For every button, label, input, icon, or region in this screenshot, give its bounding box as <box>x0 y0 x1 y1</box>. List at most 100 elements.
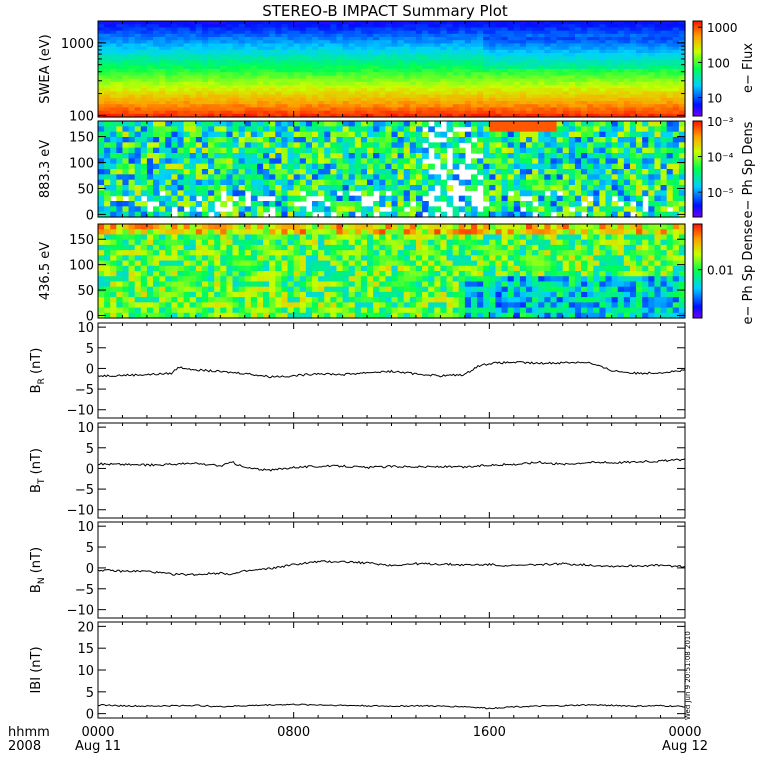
heatmap-cell <box>422 190 429 197</box>
heatmap-cell <box>654 107 662 112</box>
heatmap-cell <box>422 185 429 191</box>
heatmap-cell <box>599 59 607 64</box>
heatmap-cell <box>250 21 258 25</box>
heatmap-cell <box>281 91 289 96</box>
heatmap-cell <box>226 56 234 60</box>
heatmap-cell <box>587 85 594 89</box>
heatmap-cell <box>312 142 319 149</box>
heatmap-cell <box>177 107 185 112</box>
heatmap-cell <box>409 78 417 83</box>
heatmap-cell <box>379 37 386 41</box>
heatmap-cell <box>220 137 228 143</box>
heatmap-cell <box>171 312 179 319</box>
heatmap-cell <box>611 169 619 175</box>
heatmap-cell <box>116 24 124 28</box>
heatmap-cell <box>629 88 637 92</box>
heatmap-cell <box>373 131 380 138</box>
heatmap-cell <box>636 97 643 102</box>
heatmap-cell <box>385 104 393 108</box>
heatmap-cell <box>501 94 509 99</box>
heatmap-cell <box>367 88 374 92</box>
heatmap-cell <box>177 131 185 138</box>
heatmap-cell <box>403 43 411 48</box>
heatmap-cell <box>238 43 246 48</box>
heatmap-cell <box>195 185 203 191</box>
heatmap-cell <box>367 56 374 60</box>
heatmap-cell <box>140 72 148 76</box>
heatmap-cell <box>672 30 680 35</box>
heatmap-cell <box>177 276 185 283</box>
heatmap-cell <box>574 27 582 32</box>
heatmap-cell <box>629 137 637 143</box>
heatmap-cell <box>367 97 374 102</box>
heatmap-cell <box>556 62 564 67</box>
heatmap-cell <box>165 276 172 283</box>
heatmap-cell <box>208 30 215 35</box>
heatmap-cell <box>587 59 594 64</box>
heatmap-cell <box>593 94 600 99</box>
heatmap-cell <box>568 169 576 175</box>
heatmap-cell <box>629 56 637 60</box>
heatmap-cell <box>636 88 643 92</box>
heatmap-cell <box>574 201 582 207</box>
heatmap-cell <box>299 174 307 181</box>
heatmap-cell <box>678 33 686 38</box>
heatmap-cell <box>379 43 386 48</box>
heatmap-cell <box>208 224 215 230</box>
heatmap-cell <box>501 137 509 143</box>
heatmap-cell <box>519 104 527 108</box>
heatmap-cell <box>636 49 643 54</box>
heatmap-cell <box>208 121 215 127</box>
heatmap-cell <box>98 65 105 70</box>
heatmap-cell <box>568 158 576 165</box>
heatmap-cell <box>165 185 172 191</box>
heatmap-cell <box>599 201 607 207</box>
heatmap-cell <box>98 179 105 186</box>
heatmap-cell <box>122 33 130 38</box>
heatmap-cell <box>556 65 564 70</box>
heatmap-cell <box>336 65 344 70</box>
heatmap-cell <box>281 59 289 64</box>
heatmap-cell <box>367 37 374 41</box>
heatmap-cell <box>208 190 215 197</box>
heatmap-cell <box>477 163 484 170</box>
heatmap-cell <box>483 142 490 149</box>
heatmap-cell <box>177 142 185 149</box>
heatmap-cell <box>342 65 350 70</box>
heatmap-cell <box>501 158 509 165</box>
heatmap-cell <box>397 94 405 99</box>
heatmap-cell <box>110 121 117 127</box>
heatmap-cell <box>263 163 270 170</box>
heatmap-cell <box>440 94 448 99</box>
heatmap-cell <box>379 33 386 38</box>
heatmap-cell <box>171 224 179 230</box>
heatmap-cell <box>208 104 215 108</box>
heatmap-cell <box>342 91 350 96</box>
heatmap-cell <box>116 234 124 241</box>
heatmap-cell <box>367 169 374 175</box>
heatmap-cell <box>165 131 172 138</box>
heatmap-cell <box>422 59 429 64</box>
heatmap-cell <box>238 40 246 44</box>
heatmap-cell <box>550 104 558 108</box>
heatmap-cell <box>666 142 674 149</box>
heatmap-cell <box>238 142 246 149</box>
heatmap-cell <box>201 81 209 86</box>
heatmap-cell <box>373 53 380 57</box>
heatmap-cell <box>458 113 466 118</box>
heatmap-cell <box>623 46 631 51</box>
heatmap-cell <box>183 169 191 175</box>
heatmap-cell <box>336 56 344 60</box>
heatmap-cell <box>134 174 142 181</box>
heatmap-cell <box>636 24 643 28</box>
heatmap-cell <box>562 24 570 28</box>
heatmap-cell <box>281 30 289 35</box>
heatmap-cell <box>263 46 270 51</box>
heatmap-cell <box>507 56 515 60</box>
heatmap-cell <box>159 121 166 127</box>
heatmap-cell <box>318 53 325 57</box>
heatmap-cell <box>201 72 209 76</box>
heatmap-cell <box>305 121 313 127</box>
heatmap-cell <box>593 147 600 154</box>
heatmap-cell <box>422 163 429 170</box>
